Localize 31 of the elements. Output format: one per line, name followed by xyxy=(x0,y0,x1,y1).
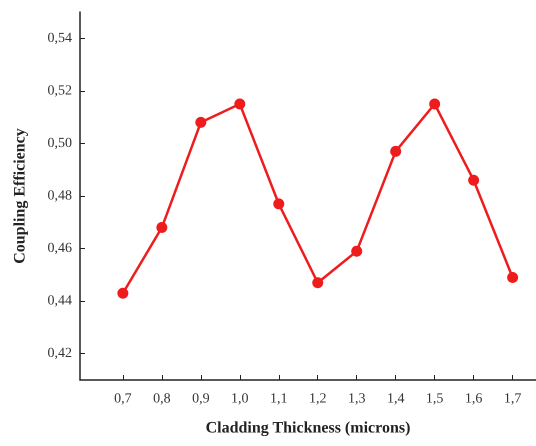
point xyxy=(156,222,168,234)
x-tick-label: 1,6 xyxy=(464,392,482,406)
y-tick-label: 0,46 xyxy=(48,241,72,256)
x-tick-label: 1,2 xyxy=(308,392,326,406)
x-tick-label: 1,3 xyxy=(348,392,366,406)
y-tick-label: 0,44 xyxy=(48,294,72,309)
y-tick-label: 0,42 xyxy=(48,346,72,362)
point xyxy=(312,277,324,288)
point xyxy=(390,146,402,157)
x-tick-label: 0,9 xyxy=(192,392,210,406)
y-tick-label: 0,50 xyxy=(48,136,72,151)
point xyxy=(234,98,246,110)
x-tick-label: 1,0 xyxy=(231,392,249,406)
point xyxy=(468,174,480,186)
x-tick-label: 0,8 xyxy=(153,392,171,406)
y-tick-label: 0,54 xyxy=(48,30,72,46)
point xyxy=(507,272,518,283)
x-tick-label: 1,7 xyxy=(504,392,522,406)
point xyxy=(429,98,440,110)
x-axis-title: Cladding Thickness (microns) xyxy=(206,420,410,436)
point xyxy=(351,246,362,257)
x-tick-label: 1,4 xyxy=(386,392,404,406)
point xyxy=(117,288,128,299)
y-tick-label: 0,48 xyxy=(48,188,72,204)
y-axis-title: Coupling Efficiency xyxy=(12,128,28,264)
y-tick-label: 0,52 xyxy=(48,83,72,98)
x-tick-label: 0,7 xyxy=(114,392,132,406)
point xyxy=(273,198,284,210)
point xyxy=(195,116,206,128)
x-tick-label: 1,5 xyxy=(426,392,444,406)
x-tick-label: 1,1 xyxy=(270,392,288,406)
